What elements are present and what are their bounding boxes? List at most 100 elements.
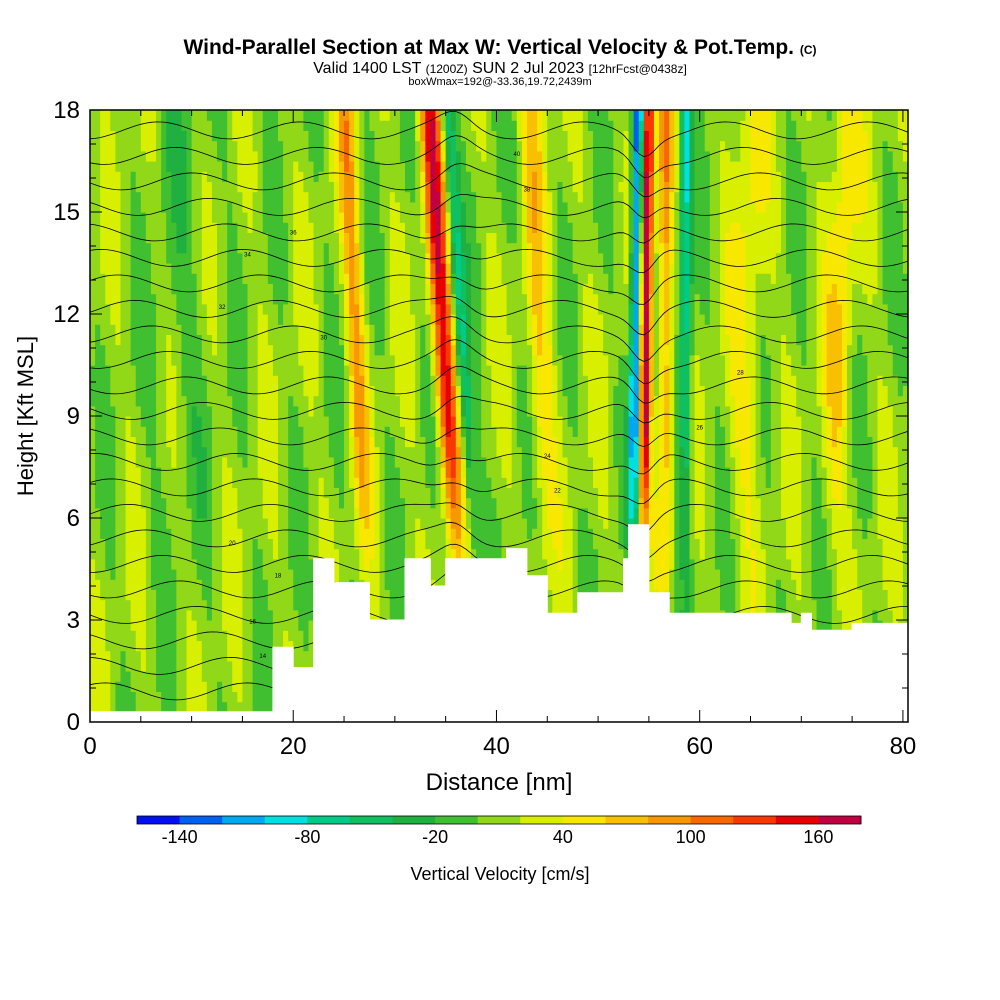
velocity-cell <box>308 507 315 519</box>
velocity-cell <box>222 222 228 233</box>
velocity-cell <box>399 344 406 356</box>
velocity-cell <box>120 671 127 682</box>
velocity-cell <box>359 426 365 437</box>
velocity-cell <box>430 344 437 356</box>
velocity-cell <box>465 528 472 539</box>
velocity-cell <box>217 569 223 580</box>
velocity-cell <box>293 528 299 539</box>
velocity-cell <box>384 518 391 529</box>
velocity-cell <box>191 691 198 703</box>
velocity-cell <box>110 171 117 182</box>
velocity-cell <box>272 599 279 611</box>
velocity-cell <box>206 620 213 631</box>
velocity-cell <box>354 518 360 529</box>
velocity-cell <box>379 181 386 193</box>
velocity-cell <box>171 395 177 407</box>
velocity-cell <box>150 518 157 529</box>
velocity-cell <box>120 375 127 386</box>
velocity-cell <box>328 314 335 325</box>
velocity-cell <box>354 344 360 356</box>
velocity-cell <box>389 212 396 223</box>
velocity-cell <box>277 212 284 223</box>
velocity-cell <box>430 242 437 254</box>
velocity-cell <box>344 558 350 570</box>
velocity-cell <box>171 303 177 315</box>
velocity-cell <box>476 140 482 152</box>
velocity-cell <box>237 467 244 478</box>
velocity-cell <box>95 630 101 641</box>
velocity-cell <box>115 334 122 346</box>
velocity-cell <box>308 375 315 386</box>
velocity-cell <box>186 365 193 376</box>
velocity-cell <box>369 150 376 162</box>
velocity-cell <box>176 426 183 437</box>
velocity-cell <box>425 171 432 182</box>
velocity-cell <box>481 375 487 386</box>
velocity-cell <box>115 344 122 356</box>
velocity-cell <box>399 120 406 131</box>
velocity-cell <box>196 365 203 376</box>
velocity-cell <box>140 569 147 580</box>
velocity-cell <box>227 620 233 631</box>
velocity-cell <box>481 212 487 223</box>
velocity-cell <box>217 487 223 499</box>
velocity-cell <box>232 558 238 570</box>
velocity-cell <box>283 558 289 570</box>
velocity-cell <box>344 263 350 274</box>
velocity-cell <box>115 314 122 325</box>
velocity-cell <box>252 201 259 213</box>
velocity-cell <box>140 701 147 713</box>
velocity-cell <box>293 487 299 499</box>
velocity-cell <box>105 650 111 662</box>
velocity-cell <box>430 222 437 233</box>
velocity-cell <box>130 538 137 550</box>
velocity-cell <box>333 171 340 182</box>
velocity-cell <box>323 548 330 560</box>
velocity-cell <box>145 201 152 213</box>
velocity-cell <box>201 273 208 284</box>
velocity-cell <box>222 263 228 274</box>
velocity-cell <box>186 405 193 417</box>
velocity-cell <box>171 518 177 529</box>
velocity-cell <box>130 273 137 284</box>
velocity-cell <box>272 191 279 203</box>
velocity-cell <box>201 487 208 499</box>
velocity-cell <box>262 293 269 305</box>
velocity-cell <box>359 436 365 448</box>
velocity-cell <box>90 701 96 713</box>
velocity-cell <box>201 303 208 315</box>
velocity-cell <box>405 538 411 550</box>
velocity-cell <box>156 303 162 315</box>
velocity-cell <box>394 212 401 223</box>
velocity-cell <box>288 538 294 550</box>
velocity-cell <box>465 161 472 172</box>
velocity-cell <box>369 324 376 335</box>
velocity-cell <box>135 334 142 346</box>
velocity-cell <box>110 303 117 315</box>
velocity-cell <box>95 242 101 254</box>
velocity-cell <box>166 314 172 325</box>
velocity-cell <box>303 650 310 662</box>
velocity-cell <box>110 426 117 437</box>
velocity-cell <box>440 120 447 131</box>
velocity-cell <box>344 487 350 499</box>
velocity-cell <box>186 507 193 519</box>
velocity-cell <box>430 507 437 519</box>
velocity-cell <box>222 467 228 478</box>
velocity-cell <box>354 252 360 264</box>
velocity-cell <box>379 110 386 121</box>
velocity-cell <box>486 416 492 427</box>
velocity-cell <box>217 303 223 315</box>
velocity-cell <box>323 181 330 193</box>
velocity-cell <box>496 538 503 550</box>
velocity-cell <box>186 609 193 621</box>
velocity-cell <box>308 161 315 172</box>
velocity-cell <box>130 293 137 305</box>
velocity-cell <box>252 446 259 458</box>
velocity-cell <box>288 446 294 458</box>
velocity-cell <box>125 446 132 458</box>
velocity-cell <box>369 497 376 509</box>
velocity-cell <box>196 273 203 284</box>
velocity-cell <box>115 446 122 458</box>
velocity-cell <box>471 130 477 142</box>
